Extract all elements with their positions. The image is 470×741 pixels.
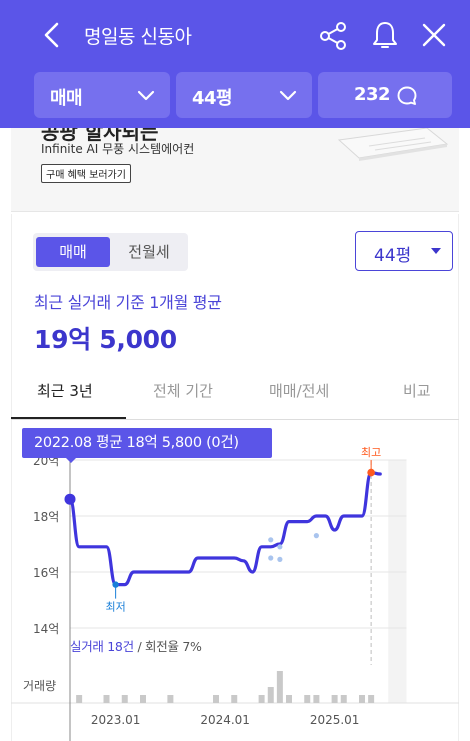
chevron-down-icon — [137, 90, 155, 101]
volume-bar — [121, 695, 128, 703]
volume-bar — [267, 687, 274, 703]
volume-bar — [140, 695, 146, 703]
ad-subtitle: Infinite AI 무풍 시스템에어컨 — [41, 142, 195, 156]
average-price: 19억 5,000 — [34, 325, 177, 354]
tab-compare[interactable]: 비교 — [403, 382, 431, 400]
price-basis-label: 최근 실거래 기준 1개월 평균 — [34, 293, 222, 312]
turnover-rate: / 회전율 7% — [133, 639, 202, 654]
deal-type-value: 매매 — [50, 88, 83, 109]
transaction-point — [268, 537, 274, 543]
volume-bar — [167, 695, 174, 703]
period-tabs: 최근 3년 전체 기간 매매/전세 비교 — [11, 366, 459, 420]
tooltip-pointer — [66, 458, 76, 463]
active-tab-underline — [11, 417, 126, 419]
close-icon[interactable] — [420, 21, 448, 49]
comments-button[interactable]: 232 — [318, 72, 452, 118]
volume-label: 거래량 — [23, 679, 56, 693]
comment-count: 232 — [354, 84, 391, 105]
tab-recent-3y[interactable]: 최근 3년 — [37, 382, 93, 400]
volume-bar — [103, 695, 110, 703]
ad-headline: 공팡 할사되는 — [41, 128, 159, 144]
y-tick-label: 16억 — [33, 566, 59, 580]
bell-icon[interactable] — [370, 19, 400, 51]
size-dropdown[interactable]: 44평 — [176, 72, 312, 118]
y-tick-label: 14억 — [33, 622, 59, 636]
selected-point-marker — [64, 493, 76, 505]
ad-banner[interactable]: 공팡 할사되는 Infinite AI 무풍 시스템에어컨 구매 혜택 보러가기 — [11, 128, 459, 212]
tab-all-period[interactable]: 전체 기간 — [153, 382, 213, 400]
deal-type-dropdown[interactable]: 매매 — [34, 72, 170, 118]
future-period-shade — [388, 460, 407, 703]
x-tick-label: 2023.01 — [91, 713, 141, 727]
volume-bar — [313, 695, 320, 703]
comment-bubble-icon — [397, 86, 417, 105]
content-panel — [11, 214, 459, 741]
x-tick-label: 2025.01 — [310, 713, 360, 727]
transaction-point — [313, 533, 319, 539]
page-title: 명일동 신동아 — [84, 26, 192, 48]
volume-bar — [340, 695, 347, 703]
price-line — [68, 471, 382, 587]
area-dropdown[interactable]: 44평 — [355, 231, 453, 271]
volume-bar — [359, 695, 365, 703]
volume-bar — [331, 695, 338, 703]
volume-bar — [286, 695, 292, 703]
min-point-marker — [112, 581, 119, 588]
back-arrow-icon[interactable] — [40, 20, 66, 50]
max-label: 최고 — [361, 446, 381, 459]
deal-toggle: 매매 전월세 — [33, 233, 188, 271]
top-bar: 명일동 신동아 매매 44평 232 — [0, 0, 470, 128]
volume-bar — [258, 695, 265, 703]
chart-tooltip: 2022.08 평균 18억 5,800 (0건) — [22, 428, 272, 458]
transaction-point — [277, 556, 283, 562]
chevron-down-icon — [279, 90, 297, 101]
air-conditioner-image — [337, 128, 449, 161]
trade-count: 실거래 18건 — [70, 639, 134, 654]
toggle-sale[interactable]: 매매 — [36, 237, 110, 267]
share-icon[interactable] — [318, 20, 348, 52]
x-tick-label: 2024.01 — [200, 713, 250, 727]
tab-sale-jeonse[interactable]: 매매/전세 — [269, 382, 330, 400]
volume-bar — [231, 695, 238, 703]
min-label: 최저 — [106, 601, 126, 614]
volume-bar — [213, 695, 219, 703]
volume-bar — [368, 695, 375, 703]
trade-stats: 실거래 18건 / 회전율 7% — [70, 636, 202, 655]
volume-bar — [276, 671, 283, 703]
volume-bar — [76, 695, 83, 703]
toggle-jeonse[interactable]: 전월세 — [128, 243, 170, 261]
caret-down-icon — [431, 248, 441, 254]
volume-bar — [304, 695, 311, 703]
area-value: 44평 — [374, 246, 412, 266]
transaction-point — [277, 544, 283, 550]
size-value: 44평 — [192, 88, 233, 109]
transaction-point — [268, 555, 274, 561]
y-tick-label: 18억 — [33, 510, 59, 524]
max-point-marker — [367, 468, 375, 477]
ad-cta-button[interactable]: 구매 혜택 보러가기 — [41, 164, 131, 183]
